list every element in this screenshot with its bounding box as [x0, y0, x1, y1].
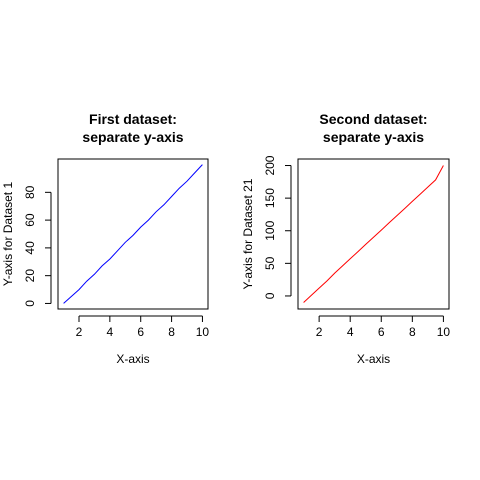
- plot-frame: [57, 158, 209, 310]
- chart-title-line: separate y-axis: [82, 129, 183, 145]
- y-tick-label: 100: [263, 220, 277, 240]
- x-tick-label: 2: [316, 325, 323, 339]
- y-tick-label: 0: [23, 300, 37, 307]
- series-line-1: [63, 164, 203, 304]
- x-tick-label: 6: [137, 325, 144, 339]
- x-axis-label: X-axis: [357, 352, 390, 366]
- x-axis-label: X-axis: [116, 352, 149, 366]
- y-tick-label: 20: [23, 269, 37, 283]
- y-axis-label: Y-axis for Dataset 21: [241, 178, 255, 289]
- y-tick-label: 80: [23, 185, 37, 199]
- x-tick-label: 2: [76, 325, 83, 339]
- x-tick-label: 8: [409, 325, 416, 339]
- y-tick-label: 60: [23, 213, 37, 227]
- y-tick-label: 50: [263, 256, 277, 270]
- x-tick-label: 10: [196, 325, 210, 339]
- y-tick-label: 40: [23, 241, 37, 255]
- y-tick-label: 0: [263, 292, 277, 299]
- x-tick-label: 4: [107, 325, 114, 339]
- plot-frame: [297, 158, 450, 310]
- x-tick-label: 4: [347, 325, 354, 339]
- chart-title-line: separate y-axis: [323, 129, 424, 145]
- y-tick-label: 150: [263, 188, 277, 208]
- x-tick-label: 6: [378, 325, 385, 339]
- chart-1: First dataset: separate y-axis 2 4 6 8 10 0 20 40…: [1, 111, 209, 366]
- x-tick-label: 10: [437, 325, 451, 339]
- chart-title-line: Second dataset:: [319, 111, 427, 127]
- y-tick-label: 200: [263, 155, 277, 175]
- series-line-1: [303, 165, 444, 303]
- y-axis-label: Y-axis for Dataset 1: [1, 182, 15, 287]
- x-tick-label: 8: [168, 325, 175, 339]
- chart-title-line: First dataset:: [89, 111, 177, 127]
